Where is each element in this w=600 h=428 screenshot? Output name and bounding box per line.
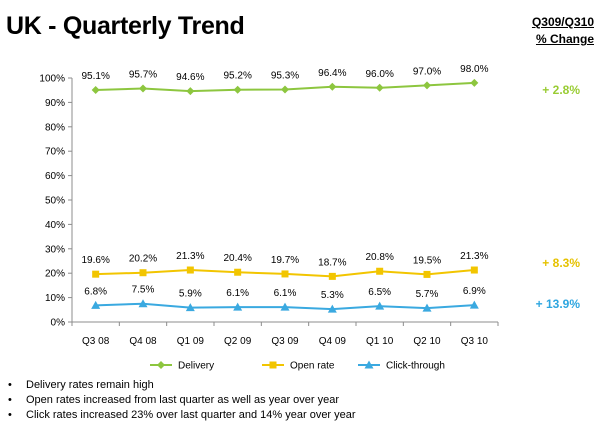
click-through-point [91, 300, 101, 309]
click-through-data-label: 7.5% [132, 285, 155, 296]
click-through-point [138, 299, 148, 308]
change-header-period: Q309/Q310 [531, 15, 594, 29]
click-through-data-label: 6.1% [274, 288, 297, 299]
open-rate-point [423, 270, 431, 278]
open-rate-point [234, 268, 242, 276]
x-tick-label: Q2 10 [413, 336, 441, 347]
click-through-data-label: 6.9% [463, 286, 486, 297]
x-tick-label: Q4 08 [129, 336, 157, 347]
delivery-point [233, 85, 242, 94]
change-header: Q309/Q310 % Change [510, 14, 594, 48]
delivery-point [328, 82, 337, 91]
x-tick-label: Q3 08 [82, 336, 110, 347]
y-tick-label: 10% [45, 293, 65, 304]
y-tick-label: 100% [39, 74, 65, 85]
click-through-point [233, 302, 243, 311]
open-rate-legend-marker [269, 361, 277, 369]
click-through-point [422, 303, 432, 312]
delivery-point [281, 85, 289, 94]
delivery-data-label: 97.0% [413, 66, 441, 77]
open-rate-data-label: 20.8% [365, 252, 393, 263]
x-tick-label: Q3 10 [461, 336, 489, 347]
y-tick-label: 30% [45, 244, 65, 255]
open-rate-point [281, 270, 289, 278]
click-through-legend-marker [364, 360, 374, 369]
click-through-data-label: 6.1% [226, 288, 249, 299]
delivery-data-label: 96.4% [318, 68, 346, 79]
bullet-list: Delivery rates remain high Open rates in… [6, 378, 356, 423]
click-through-change: + 13.9% [535, 297, 580, 311]
delivery-point [470, 78, 479, 87]
open-rate-data-label: 19.7% [271, 255, 299, 266]
delivery-data-label: 94.6% [176, 72, 204, 83]
y-tick-label: 60% [45, 171, 65, 182]
y-tick-label: 80% [45, 122, 65, 133]
delivery-data-label: 95.3% [271, 70, 299, 81]
click-through-point [469, 300, 479, 309]
click-through-data-label: 6.5% [368, 287, 391, 298]
click-through-data-label: 5.3% [321, 290, 344, 301]
open-rate-data-label: 21.3% [176, 251, 204, 262]
click-through-point [375, 301, 385, 310]
line-chart: 0% 10% 20% 30% 40% 50% 60% 70% 80% 90% 100% Q3 08 Q4… [39, 64, 499, 372]
open-rate-point [376, 267, 384, 275]
click-through-data-label: 5.9% [179, 289, 202, 300]
click-through-point [327, 304, 337, 313]
bullet-item: Open rates increased from last quarter a… [6, 393, 356, 408]
delivery-data-label: 96.0% [365, 69, 393, 80]
delivery-point [91, 85, 100, 94]
y-tick-label: 20% [45, 269, 65, 280]
click-through-data-label: 6.8% [84, 286, 107, 297]
bullet-item: Click rates increased 23% over last quar… [6, 408, 356, 423]
open-rate-point [328, 272, 336, 280]
y-tick-label: 50% [45, 196, 65, 207]
delivery-point [375, 83, 384, 92]
delivery-point [186, 87, 195, 96]
delivery-point [423, 81, 431, 90]
y-tick-label: 90% [45, 98, 65, 109]
open-rate-point [139, 269, 147, 277]
y-tick-label: 0% [51, 318, 66, 329]
delivery-legend-label: Delivery [178, 361, 214, 372]
page-title: UK - Quarterly Trend [6, 12, 245, 40]
open-rate-point [470, 266, 478, 274]
x-tick-label: Q4 09 [319, 336, 347, 347]
x-tick-label: Q3 09 [271, 336, 299, 347]
x-tick-label: Q1 10 [366, 336, 394, 347]
y-tick-label: 70% [45, 147, 65, 158]
delivery-point [139, 84, 147, 93]
click-through-legend-label: Click-through [386, 361, 445, 372]
click-through-point [280, 302, 290, 311]
open-rate-data-label: 20.4% [223, 253, 251, 264]
delivery-change: + 2.8% [542, 83, 580, 97]
change-header-label: % Change [535, 32, 594, 46]
open-rate-data-label: 20.2% [129, 254, 157, 265]
delivery-data-label: 95.7% [129, 69, 157, 80]
delivery-data-label: 95.1% [81, 71, 109, 82]
open-rate-legend-label: Open rate [290, 361, 335, 372]
x-tick-label: Q2 09 [224, 336, 252, 347]
x-tick-label: Q1 09 [177, 336, 205, 347]
click-through-data-label: 5.7% [416, 289, 439, 300]
delivery-data-label: 98.0% [460, 64, 488, 75]
open-rate-data-label: 19.5% [413, 255, 441, 266]
open-rate-point [92, 270, 100, 278]
delivery-legend-marker [157, 361, 165, 369]
delivery-data-label: 95.2% [223, 71, 251, 82]
open-rate-data-label: 21.3% [460, 251, 488, 262]
bullet-item: Delivery rates remain high [6, 378, 356, 393]
click-through-point [185, 303, 195, 312]
open-rate-data-label: 18.7% [318, 257, 346, 268]
open-rate-data-label: 19.6% [81, 255, 109, 266]
y-tick-label: 40% [45, 220, 65, 231]
open-rate-point [186, 266, 194, 274]
open-rate-change: + 8.3% [542, 256, 580, 270]
